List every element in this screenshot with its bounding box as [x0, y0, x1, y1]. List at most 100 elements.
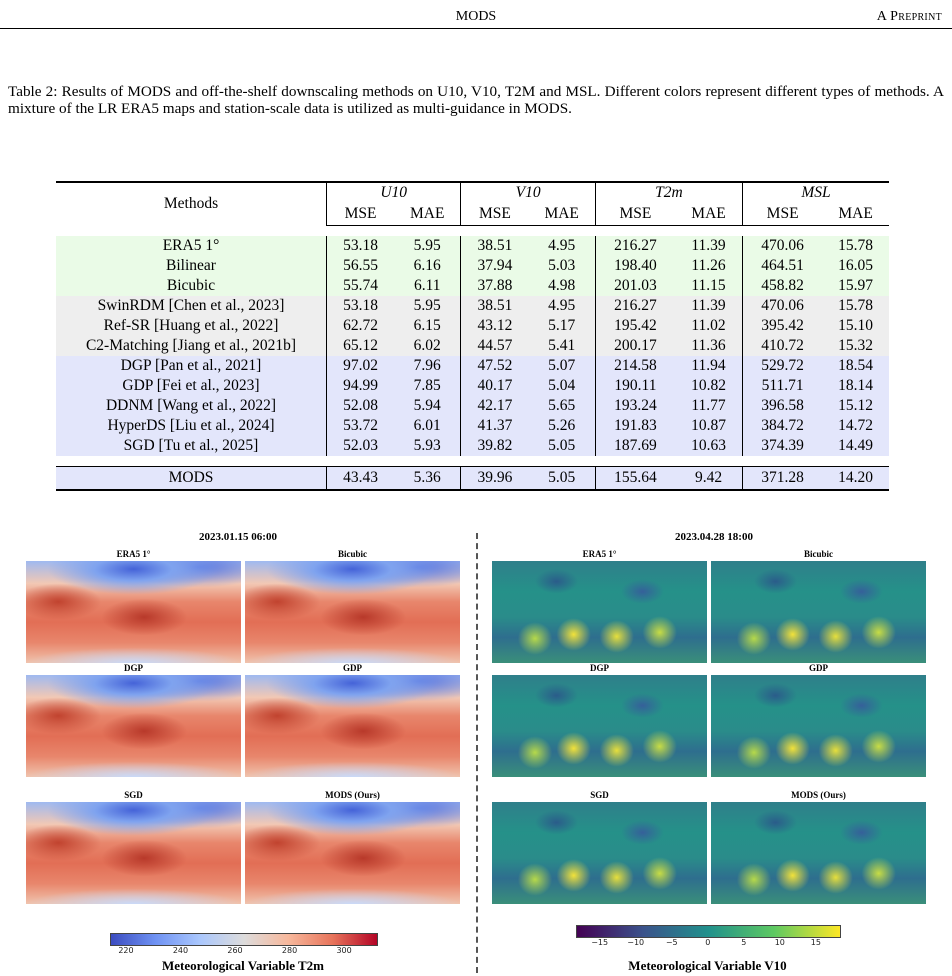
table-row: Ref-SR [Huang et al., 2022] 62.72 6.15 43.1…	[56, 316, 889, 336]
mods-method: MODS	[56, 466, 327, 491]
row-cell: 216.27	[595, 236, 675, 256]
row-cell: 15.12	[822, 396, 889, 416]
row-cell: 191.83	[595, 416, 675, 436]
row-cell: 5.03	[528, 256, 596, 276]
mods-cell: 5.36	[394, 466, 462, 491]
row-cell: 470.06	[742, 296, 823, 316]
map-title: Bicubic	[337, 549, 367, 559]
row-cell: 193.24	[595, 396, 675, 416]
caption-text: Results of MODS and off-the-shelf downsc…	[8, 83, 945, 117]
map-title: GDP	[343, 663, 362, 673]
row-cell: 10.87	[675, 416, 744, 436]
wind-map	[711, 802, 926, 904]
row-cell: 11.15	[675, 276, 744, 296]
row-cell: 5.95	[394, 296, 462, 316]
colorbar-tick-label: −10	[627, 938, 645, 947]
row-cell: 15.78	[822, 236, 889, 256]
results-table: Methods U10 V10 T2m MSL MSE MAE MSE MAE …	[56, 181, 889, 491]
row-method: Bicubic	[56, 276, 327, 296]
table-row: Bicubic 55.74 6.11 37.88 4.98 201.03 11.15 458.…	[56, 276, 889, 296]
row-method: DDNM [Wang et al., 2022]	[56, 396, 327, 416]
temperature-map	[26, 675, 241, 777]
row-cell: 201.03	[595, 276, 675, 296]
map-title: DGP	[590, 663, 609, 673]
row-cell: 18.14	[822, 376, 889, 396]
row-cell: 7.96	[394, 356, 462, 376]
caption-label: Table 2:	[8, 83, 58, 100]
wind-map	[492, 802, 707, 904]
row-cell: 53.72	[326, 416, 395, 436]
row-cell: 56.55	[326, 256, 395, 276]
row-cell: 52.08	[326, 396, 395, 416]
row-cell: 11.39	[675, 236, 744, 256]
colorbar-tick-label: 240	[172, 946, 189, 955]
colorbar-tick-label: 5	[741, 938, 747, 947]
header-rule	[0, 28, 952, 29]
row-cell: 6.16	[394, 256, 462, 276]
table-row: SwinRDM [Chen et al., 2023] 53.18 5.95 38.5…	[56, 296, 889, 316]
colorbar-tick-label: 15	[810, 938, 821, 947]
wind-map	[711, 561, 926, 663]
map-title: ERA5 1°	[582, 549, 617, 559]
map-title: DGP	[124, 663, 143, 673]
colorbar-tick-label: 10	[774, 938, 785, 947]
mods-cell: 39.96	[460, 466, 529, 491]
row-method: SGD [Tu et al., 2025]	[56, 436, 327, 456]
row-cell: 16.05	[822, 256, 889, 276]
row-cell: 97.02	[326, 356, 395, 376]
map-title: SGD	[124, 790, 143, 800]
row-cell: 15.32	[822, 336, 889, 356]
row-cell: 4.95	[528, 236, 596, 256]
t2m-colorbar-label: Meteorological Variable T2m	[162, 958, 324, 973]
row-cell: 52.03	[326, 436, 395, 456]
row-cell: 396.58	[742, 396, 823, 416]
row-cell: 62.72	[326, 316, 395, 336]
row-method: SwinRDM [Chen et al., 2023]	[56, 296, 327, 316]
row-cell: 14.49	[822, 436, 889, 456]
sub-header: MAE	[394, 203, 462, 226]
row-method: HyperDS [Liu et al., 2024]	[56, 416, 327, 436]
map-title: MODS (Ours)	[325, 790, 380, 800]
mods-cell: 155.64	[595, 466, 675, 491]
row-cell: 470.06	[742, 236, 823, 256]
sub-header: MAE	[675, 203, 744, 226]
row-cell: 38.51	[460, 236, 529, 256]
row-cell: 5.17	[528, 316, 596, 336]
running-label: A Preprint	[876, 9, 942, 24]
row-cell: 94.99	[326, 376, 395, 396]
row-cell: 5.94	[394, 396, 462, 416]
row-cell: 53.18	[326, 236, 395, 256]
row-cell: 53.18	[326, 296, 395, 316]
table-row: DGP [Pan et al., 2021] 97.02 7.96 47.52 5.07…	[56, 356, 889, 376]
row-cell: 195.42	[595, 316, 675, 336]
row-cell: 6.01	[394, 416, 462, 436]
map-title: GDP	[809, 663, 828, 673]
sub-header: MSE	[742, 203, 823, 226]
row-cell: 15.78	[822, 296, 889, 316]
row-cell: 5.04	[528, 376, 596, 396]
row-cell: 395.42	[742, 316, 823, 336]
methods-header: Methods	[56, 181, 327, 226]
row-cell: 214.58	[595, 356, 675, 376]
row-cell: 511.71	[742, 376, 823, 396]
row-cell: 15.10	[822, 316, 889, 336]
temperature-map	[245, 561, 460, 663]
row-cell: 190.11	[595, 376, 675, 396]
row-method: DGP [Pan et al., 2021]	[56, 356, 327, 376]
row-cell: 15.97	[822, 276, 889, 296]
row-cell: 18.54	[822, 356, 889, 376]
temperature-map	[26, 561, 241, 663]
row-cell: 10.63	[675, 436, 744, 456]
row-cell: 5.65	[528, 396, 596, 416]
colorbar-tick-label: 280	[281, 946, 298, 955]
running-title: MODS	[455, 9, 497, 24]
colorbar-tick-label: 0	[705, 938, 711, 947]
row-cell: 14.72	[822, 416, 889, 436]
row-cell: 187.69	[595, 436, 675, 456]
row-cell: 384.72	[742, 416, 823, 436]
v10-colorbar	[576, 925, 841, 938]
row-cell: 529.72	[742, 356, 823, 376]
panel-divider	[476, 533, 478, 973]
map-title: MODS (Ours)	[791, 790, 846, 800]
row-cell: 41.37	[460, 416, 529, 436]
